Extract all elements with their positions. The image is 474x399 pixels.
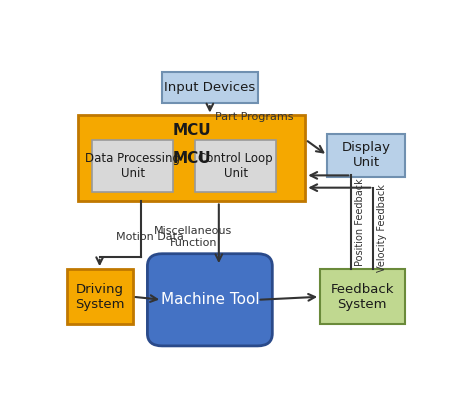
FancyBboxPatch shape (328, 134, 405, 177)
FancyBboxPatch shape (195, 140, 276, 192)
FancyBboxPatch shape (92, 140, 173, 192)
Text: Data Processing
Unit: Data Processing Unit (85, 152, 180, 180)
Text: MCU: MCU (172, 151, 211, 166)
FancyBboxPatch shape (162, 73, 258, 103)
Text: Machine Tool: Machine Tool (161, 292, 259, 307)
Text: Driving
System: Driving System (75, 283, 124, 311)
Text: Velocity Feedback: Velocity Feedback (377, 184, 387, 272)
Text: MCU: MCU (172, 123, 211, 138)
Text: Motion Data: Motion Data (116, 232, 184, 242)
Text: Position Feedback: Position Feedback (355, 178, 365, 266)
Text: Input Devices: Input Devices (164, 81, 255, 94)
FancyBboxPatch shape (147, 254, 272, 346)
Text: Feedback
System: Feedback System (330, 283, 394, 311)
Text: Display
Unit: Display Unit (341, 141, 391, 170)
FancyBboxPatch shape (66, 269, 133, 324)
Text: Control Loop
Unit: Control Loop Unit (198, 152, 273, 180)
Text: Part Programs: Part Programs (215, 112, 294, 122)
FancyBboxPatch shape (78, 115, 305, 201)
FancyBboxPatch shape (320, 269, 405, 324)
Text: Miscellaneous
Function: Miscellaneous Function (154, 226, 232, 248)
